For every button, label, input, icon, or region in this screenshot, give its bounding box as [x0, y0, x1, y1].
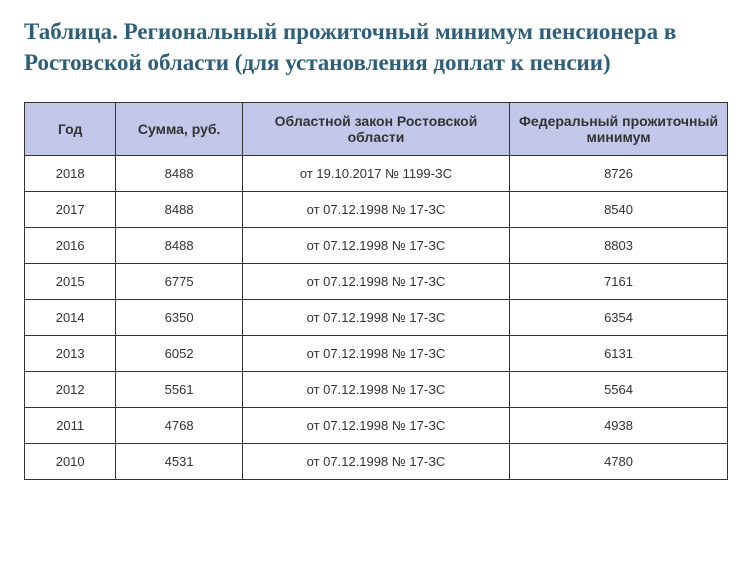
- table-row: 2018 8488 от 19.10.2017 № 1199-ЗС 8726: [25, 156, 728, 192]
- page-title: Таблица. Региональный прожиточный миниму…: [24, 16, 728, 78]
- cell-law: от 07.12.1998 № 17-ЗС: [242, 336, 509, 372]
- cell-federal: 5564: [510, 372, 728, 408]
- table-row: 2017 8488 от 07.12.1998 № 17-ЗС 8540: [25, 192, 728, 228]
- cell-year: 2011: [25, 408, 116, 444]
- header-year: Год: [25, 103, 116, 156]
- header-law: Областной закон Ростовской области: [242, 103, 509, 156]
- cell-sum: 6775: [116, 264, 243, 300]
- cell-sum: 5561: [116, 372, 243, 408]
- cell-year: 2013: [25, 336, 116, 372]
- cell-year: 2015: [25, 264, 116, 300]
- cell-law: от 07.12.1998 № 17-ЗС: [242, 300, 509, 336]
- cell-federal: 8726: [510, 156, 728, 192]
- cell-sum: 8488: [116, 192, 243, 228]
- table-row: 2010 4531 от 07.12.1998 № 17-ЗС 4780: [25, 444, 728, 480]
- cell-sum: 6350: [116, 300, 243, 336]
- table-row: 2013 6052 от 07.12.1998 № 17-ЗС 6131: [25, 336, 728, 372]
- table-header-row: Год Сумма, руб. Областной закон Ростовск…: [25, 103, 728, 156]
- cell-federal: 7161: [510, 264, 728, 300]
- table-body: 2018 8488 от 19.10.2017 № 1199-ЗС 8726 2…: [25, 156, 728, 480]
- table-row: 2016 8488 от 07.12.1998 № 17-ЗС 8803: [25, 228, 728, 264]
- header-sum: Сумма, руб.: [116, 103, 243, 156]
- cell-federal: 4780: [510, 444, 728, 480]
- table-row: 2015 6775 от 07.12.1998 № 17-ЗС 7161: [25, 264, 728, 300]
- cell-sum: 4768: [116, 408, 243, 444]
- cell-law: от 07.12.1998 № 17-ЗС: [242, 264, 509, 300]
- cell-law: от 07.12.1998 № 17-ЗС: [242, 444, 509, 480]
- cell-year: 2010: [25, 444, 116, 480]
- table-row: 2011 4768 от 07.12.1998 № 17-ЗС 4938: [25, 408, 728, 444]
- cell-federal: 6354: [510, 300, 728, 336]
- cell-law: от 07.12.1998 № 17-ЗС: [242, 228, 509, 264]
- cell-federal: 8540: [510, 192, 728, 228]
- cell-federal: 4938: [510, 408, 728, 444]
- cell-year: 2016: [25, 228, 116, 264]
- header-federal: Федеральный прожиточный минимум: [510, 103, 728, 156]
- cell-law: от 07.12.1998 № 17-ЗС: [242, 372, 509, 408]
- cell-law: от 07.12.1998 № 17-ЗС: [242, 192, 509, 228]
- cell-sum: 6052: [116, 336, 243, 372]
- table-row: 2012 5561 от 07.12.1998 № 17-ЗС 5564: [25, 372, 728, 408]
- cell-year: 2012: [25, 372, 116, 408]
- cell-year: 2017: [25, 192, 116, 228]
- table-row: 2014 6350 от 07.12.1998 № 17-ЗС 6354: [25, 300, 728, 336]
- cell-federal: 8803: [510, 228, 728, 264]
- cell-law: от 07.12.1998 № 17-ЗС: [242, 408, 509, 444]
- cell-federal: 6131: [510, 336, 728, 372]
- cell-sum: 4531: [116, 444, 243, 480]
- cell-sum: 8488: [116, 228, 243, 264]
- cell-year: 2018: [25, 156, 116, 192]
- cell-year: 2014: [25, 300, 116, 336]
- cell-law: от 19.10.2017 № 1199-ЗС: [242, 156, 509, 192]
- cell-sum: 8488: [116, 156, 243, 192]
- pension-table: Год Сумма, руб. Областной закон Ростовск…: [24, 102, 728, 480]
